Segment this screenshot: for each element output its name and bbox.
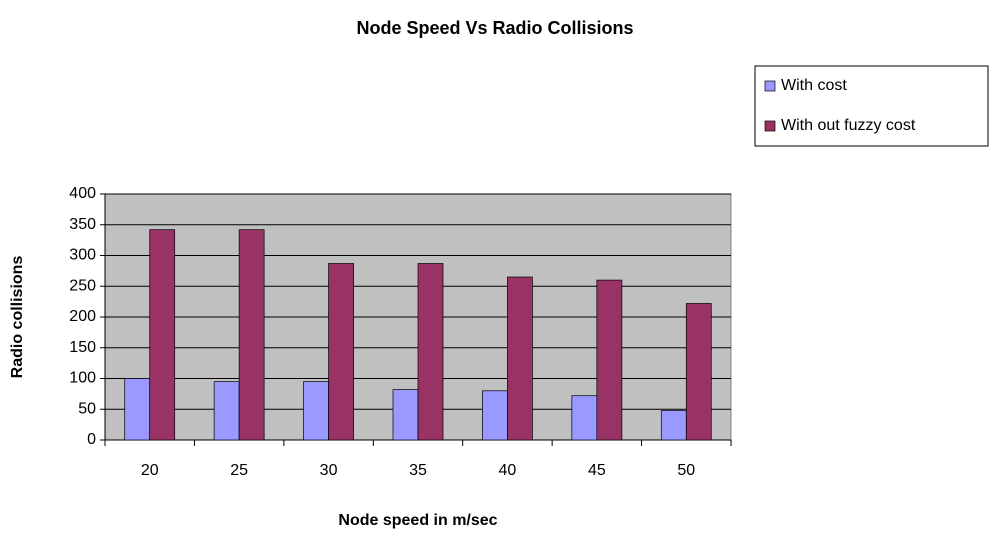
y-tick-label: 0 — [87, 431, 96, 448]
y-tick-label: 200 — [69, 308, 96, 325]
legend-swatch — [764, 120, 776, 132]
legend — [754, 65, 989, 147]
bar — [124, 378, 151, 441]
legend-swatch — [764, 80, 776, 92]
bar — [685, 303, 712, 441]
bar — [328, 263, 354, 441]
bar — [238, 229, 265, 441]
x-tick-label: 25 — [230, 462, 248, 479]
chart-title: Node Speed Vs Radio Collisions — [356, 18, 633, 38]
legend-label: With cost — [781, 77, 847, 94]
legend-label: With out fuzzy cost — [781, 117, 916, 134]
bar — [571, 395, 598, 441]
y-tick-label: 100 — [69, 370, 96, 387]
x-tick-label: 45 — [588, 462, 606, 479]
bar — [417, 263, 444, 441]
y-tick-label: 150 — [69, 339, 96, 356]
y-tick-label: 50 — [78, 400, 96, 417]
bar — [149, 229, 176, 441]
x-tick-label: 20 — [141, 462, 159, 479]
x-tick-label: 35 — [409, 462, 427, 479]
y-tick-label: 300 — [69, 247, 96, 264]
bar — [392, 389, 419, 441]
bar — [213, 381, 240, 441]
y-axis-label: Radio collisions — [9, 256, 26, 379]
y-tick-label: 250 — [69, 277, 96, 294]
y-tick-label: 350 — [69, 216, 96, 233]
bar — [660, 410, 687, 441]
bar — [507, 276, 533, 441]
bar — [482, 390, 508, 441]
x-tick-label: 50 — [677, 462, 695, 479]
y-tick-label: 400 — [69, 185, 96, 202]
x-tick-label: 30 — [320, 462, 338, 479]
x-axis-label: Node speed in m/sec — [338, 512, 497, 529]
bar — [596, 279, 623, 441]
x-tick-label: 40 — [499, 462, 517, 479]
bar — [303, 381, 329, 441]
